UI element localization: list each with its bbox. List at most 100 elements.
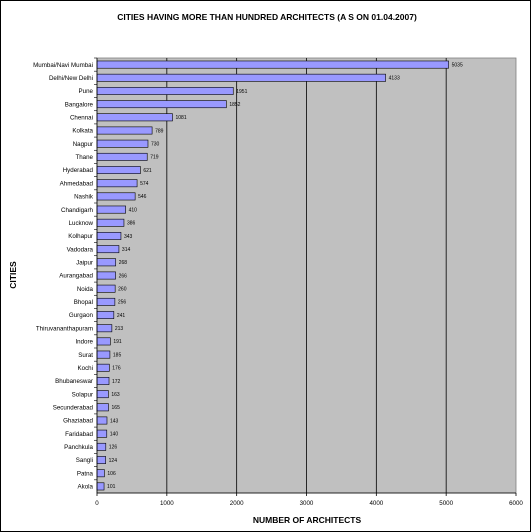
bar: [96, 284, 116, 293]
bar: [96, 126, 153, 135]
category-label: Bhopal: [74, 299, 93, 306]
data-label: 140: [110, 431, 119, 437]
category-label: Mumbai/Navi Mumbai: [33, 62, 93, 69]
bars: [96, 60, 449, 491]
category-label: Sangli: [76, 457, 93, 464]
bar: [96, 218, 125, 227]
category-label: Thiruvananthapuram: [36, 325, 93, 332]
data-label: 730: [151, 141, 160, 147]
x-tick-labels: 0 1000 2000 3000 4000 5000 6000: [95, 493, 523, 507]
category-label: Lucknow: [69, 220, 94, 227]
bar: [96, 377, 110, 385]
data-label: 260: [118, 286, 127, 292]
bar: [96, 324, 113, 333]
bar: [96, 456, 106, 464]
bar: [96, 271, 116, 280]
bar: [96, 113, 173, 122]
data-label: 4133: [389, 76, 400, 82]
data-label: 621: [143, 168, 152, 174]
data-label: 101: [107, 484, 116, 490]
category-label: Panchkula: [64, 444, 93, 451]
data-labels: 5035 4133 1951 1852 1081 789 730 719 621 574 546 41…: [107, 62, 463, 490]
category-label: Delhi/New Delhi: [49, 75, 93, 82]
category-label: Akola: [78, 484, 94, 491]
y-axis-title: CITIES: [8, 261, 18, 289]
category-label: Chennai: [70, 115, 93, 122]
category-label: Nagpur: [73, 141, 93, 148]
bar: [96, 139, 149, 148]
category-label: Chandigarh: [61, 207, 94, 214]
x-tick-label: 4000: [369, 500, 383, 507]
data-label: 410: [129, 207, 138, 213]
bar: [96, 416, 108, 425]
category-label: Jaipur: [76, 260, 93, 267]
bar: [96, 179, 138, 188]
category-label: Faridabad: [65, 431, 93, 438]
category-label: Hyderabad: [63, 167, 94, 174]
bar: [96, 429, 108, 438]
x-tick-label: 5000: [439, 500, 453, 507]
bar: [96, 297, 116, 306]
bar: [96, 482, 105, 491]
chart-title: CITIES HAVING MORE THAN HUNDRED ARCHITEC…: [117, 12, 417, 22]
data-label: 191: [113, 339, 122, 345]
data-label: 314: [122, 247, 131, 253]
category-label: Kolkata: [72, 128, 93, 135]
category-label: Noida: [77, 286, 94, 293]
bar: [96, 245, 120, 254]
category-label: Indore: [75, 339, 93, 346]
bar: [96, 469, 105, 478]
category-label: Thane: [75, 154, 93, 161]
bar: [96, 192, 136, 201]
category-label: Bhubaneswar: [55, 378, 93, 385]
category-label: Secunderabad: [53, 405, 94, 412]
data-label: 213: [115, 326, 124, 332]
x-tick-label: 3000: [300, 500, 314, 507]
data-label: 126: [109, 445, 118, 451]
bar: [96, 87, 234, 95]
bar: [96, 232, 122, 240]
data-label: 172: [112, 379, 121, 385]
bar: [96, 363, 110, 372]
x-axis-title: NUMBER OF ARCHITECTS: [253, 515, 362, 525]
x-tick-label: 0: [95, 500, 99, 507]
data-label: 5035: [452, 62, 463, 68]
x-tick-label: 1000: [160, 500, 174, 507]
category-label: Bangalore: [65, 101, 94, 108]
data-label: 386: [127, 221, 136, 227]
category-label: Surat: [78, 352, 93, 359]
bar: [96, 350, 111, 359]
data-label: 241: [117, 313, 126, 319]
bar: [96, 73, 386, 82]
data-label: 1951: [236, 89, 247, 95]
bar: [96, 100, 227, 109]
data-label: 719: [150, 155, 159, 161]
data-label: 343: [124, 234, 133, 240]
data-label: 574: [140, 181, 149, 187]
category-label: Aurangabad: [59, 273, 93, 280]
category-labels: Mumbai/Navi Mumbai Delhi/New Delhi Pune Ban…: [33, 57, 97, 491]
data-label: 268: [119, 260, 128, 266]
bar: [96, 258, 117, 267]
x-tick-label: 6000: [509, 500, 523, 507]
x-tick-label: 2000: [230, 500, 244, 507]
category-label: Vadodara: [67, 246, 94, 253]
category-label: Nashik: [74, 194, 94, 201]
data-label: 185: [113, 352, 122, 358]
data-label: 1852: [229, 102, 240, 108]
bar: [96, 311, 115, 319]
data-label: 106: [107, 471, 116, 477]
data-label: 266: [119, 273, 128, 279]
category-label: Kochi: [78, 365, 93, 372]
bar: [96, 442, 107, 451]
bar: [96, 205, 126, 214]
data-label: 176: [112, 366, 121, 372]
bar: [96, 337, 111, 346]
category-label: Gurgaon: [69, 312, 94, 319]
data-label: 163: [111, 392, 120, 398]
data-label: 789: [155, 128, 164, 134]
bar: [96, 152, 148, 161]
bar: [96, 403, 109, 412]
data-label: 546: [138, 194, 147, 200]
category-label: Solapur: [72, 391, 93, 398]
